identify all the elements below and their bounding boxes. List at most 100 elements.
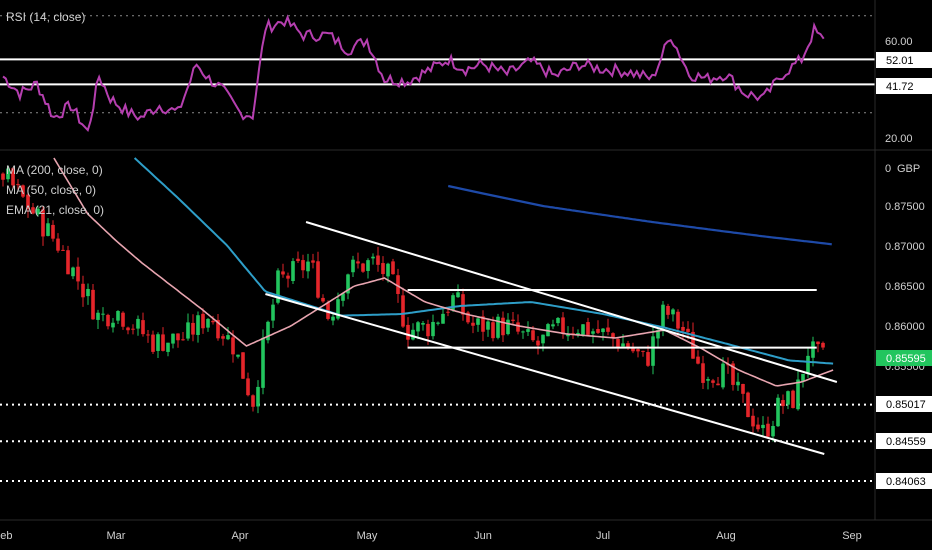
candle [136,315,140,336]
candle [561,312,565,339]
candle [221,333,225,346]
candle [91,283,95,320]
candle [181,331,185,341]
candle [101,307,105,322]
candle-body [356,261,360,264]
candle [791,389,795,409]
ema21-label: EMA (21, close, 0) [6,203,104,217]
candle-body [6,168,10,180]
candle-body [31,207,35,214]
candle-body [656,330,660,339]
channel-lower-line [265,293,825,455]
candle [816,341,820,353]
candle [151,330,155,355]
candle [366,258,370,279]
level-tag-84063 [876,473,932,489]
candle [536,336,540,355]
candle-body [806,355,810,373]
ma200-label: MA (200, close, 0) [6,163,103,177]
candle [776,394,780,427]
candle [711,378,715,388]
candle-body [86,288,90,297]
candle [166,342,170,357]
rsi-panel [0,14,875,133]
candle [256,380,260,414]
candle [161,327,165,352]
candle-body [156,334,160,351]
candle [61,245,65,252]
candle-body [376,255,380,265]
candle [696,350,700,365]
candle-body [756,424,760,430]
current-price-tag [876,350,932,366]
candle-body [666,305,670,315]
candle [36,206,40,217]
candle [436,321,440,326]
candle-body [51,224,55,239]
candle-body [551,324,555,327]
candle [746,391,750,418]
rsi-level-52-label: 52.01 [886,55,914,67]
candle-body [146,334,150,336]
candle-body [206,318,210,328]
level-label-85017: 0.85017 [886,399,926,411]
price-tick-3: 0.86000 [885,321,925,333]
candle-body [251,395,255,407]
candle-body [241,352,245,379]
candle-body [191,322,195,335]
candle-body [776,397,780,427]
candle-body [446,311,450,313]
candle [126,326,130,335]
candle [11,167,15,190]
candle [656,329,660,348]
candle [751,408,755,434]
candle-body [771,426,775,437]
candle-body [96,312,100,320]
candle-body [541,334,545,344]
candle-body [746,392,750,418]
candle-body [66,250,70,275]
candle-body [611,333,615,339]
candle-body [76,266,80,282]
candle [111,317,115,333]
candle-body [676,311,680,329]
price-tick-top: 0 [885,163,891,175]
candle-body [456,292,460,298]
candle [346,273,350,300]
price-tick-1: 0.87000 [885,241,925,253]
candle-body [321,297,325,302]
rsi-level-tag-52 [876,52,932,68]
candle-body [781,400,785,407]
candle-body [661,304,665,329]
candle-body [201,313,205,329]
candle-body [406,324,410,340]
candle [31,203,35,215]
price-tick-2: 0.86500 [885,281,925,293]
rsi-level-tag-41 [876,78,932,94]
price-plot-area [0,157,875,482]
candle [86,283,90,305]
candle-body [336,299,340,319]
candle-body [521,331,525,333]
candle [146,330,150,343]
time-axis: Feb Mar Apr May Jun Jul Aug Sep [0,530,862,542]
candle-body [91,289,95,320]
candle [766,416,770,439]
candle [131,324,135,335]
candle-body [516,322,520,332]
candle [191,314,195,342]
candle [96,309,100,330]
candle-body [786,391,790,405]
month-label-apr: Apr [231,530,248,542]
candle [756,417,760,432]
candle-body [636,349,640,352]
candle [311,253,315,269]
candle [341,292,345,307]
candle-body [56,238,60,251]
candle-body [671,309,675,315]
price-tick-0: 0.87500 [885,201,925,213]
candle-body [71,267,75,277]
candle [351,255,355,278]
candle [496,313,500,340]
